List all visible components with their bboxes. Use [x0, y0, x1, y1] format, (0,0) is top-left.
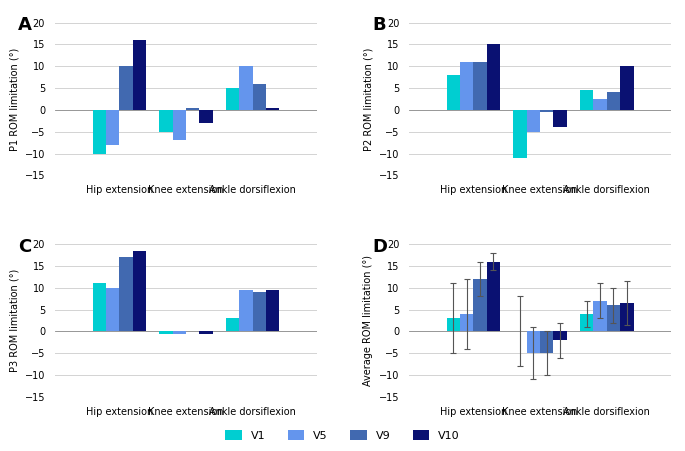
Bar: [92, 283, 106, 331]
Bar: [620, 66, 634, 110]
Bar: [527, 110, 540, 132]
Y-axis label: Average ROM limitation (°): Average ROM limitation (°): [363, 255, 373, 386]
Bar: [119, 66, 133, 110]
Bar: [487, 262, 500, 331]
Bar: [593, 99, 607, 110]
Text: C: C: [18, 238, 32, 256]
Bar: [607, 92, 620, 110]
Bar: [119, 257, 133, 331]
Bar: [106, 110, 119, 145]
Bar: [266, 108, 279, 110]
Bar: [253, 292, 266, 331]
Bar: [553, 331, 566, 340]
Bar: [473, 279, 487, 331]
Bar: [514, 110, 527, 158]
Bar: [239, 290, 253, 331]
Bar: [173, 110, 186, 140]
Y-axis label: P2 ROM limitation (°): P2 ROM limitation (°): [363, 47, 373, 151]
Bar: [173, 331, 186, 334]
Legend: V1, V5, V9, V10: V1, V5, V9, V10: [221, 426, 464, 446]
Bar: [160, 331, 173, 334]
Bar: [540, 331, 553, 353]
Text: B: B: [372, 16, 386, 34]
Bar: [226, 318, 239, 331]
Bar: [607, 305, 620, 331]
Bar: [580, 90, 593, 110]
Bar: [620, 303, 634, 331]
Bar: [106, 288, 119, 331]
Bar: [199, 110, 212, 123]
Bar: [593, 301, 607, 331]
Bar: [527, 331, 540, 353]
Bar: [239, 66, 253, 110]
Bar: [460, 314, 473, 331]
Text: A: A: [18, 16, 32, 34]
Bar: [226, 88, 239, 110]
Bar: [447, 318, 460, 331]
Bar: [460, 62, 473, 110]
Bar: [186, 108, 199, 110]
Bar: [447, 75, 460, 110]
Bar: [266, 290, 279, 331]
Text: D: D: [372, 238, 387, 256]
Bar: [199, 331, 212, 334]
Bar: [540, 110, 553, 112]
Y-axis label: P3 ROM limitation (°): P3 ROM limitation (°): [9, 269, 19, 372]
Bar: [133, 40, 146, 110]
Bar: [253, 84, 266, 110]
Bar: [160, 110, 173, 132]
Bar: [473, 62, 487, 110]
Bar: [487, 44, 500, 110]
Bar: [133, 251, 146, 331]
Y-axis label: P1 ROM limitation (°): P1 ROM limitation (°): [9, 47, 19, 151]
Bar: [553, 110, 566, 127]
Bar: [580, 314, 593, 331]
Bar: [92, 110, 106, 153]
